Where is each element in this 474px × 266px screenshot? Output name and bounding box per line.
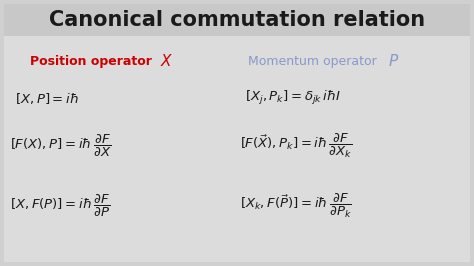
Text: $[X,P] = i\hbar$: $[X,P] = i\hbar$ — [15, 90, 79, 106]
FancyBboxPatch shape — [4, 4, 470, 36]
Text: $[X_k,F(\vec{P})] = i\hbar\,\dfrac{\partial F}{\partial P_k}$: $[X_k,F(\vec{P})] = i\hbar\,\dfrac{\part… — [240, 192, 352, 220]
Text: Canonical commutation relation: Canonical commutation relation — [49, 10, 425, 30]
Text: $P$: $P$ — [388, 53, 399, 69]
Text: $[X,F(P)] = i\hbar\,\dfrac{\partial F}{\partial P}$: $[X,F(P)] = i\hbar\,\dfrac{\partial F}{\… — [10, 193, 110, 219]
Text: $[F(\vec{X}),P_k] = i\hbar\,\dfrac{\partial F}{\partial X_k}$: $[F(\vec{X}),P_k] = i\hbar\,\dfrac{\part… — [240, 132, 353, 160]
Text: $[F(X),P] = i\hbar\,\dfrac{\partial F}{\partial X}$: $[F(X),P] = i\hbar\,\dfrac{\partial F}{\… — [10, 133, 111, 159]
Text: Momentum operator: Momentum operator — [248, 55, 381, 68]
FancyBboxPatch shape — [4, 4, 470, 262]
Text: Position operator: Position operator — [30, 55, 156, 68]
Text: $[X_j,P_k] = \delta_{jk}\,i\hbar I$: $[X_j,P_k] = \delta_{jk}\,i\hbar I$ — [245, 89, 341, 107]
Text: $X$: $X$ — [160, 53, 173, 69]
